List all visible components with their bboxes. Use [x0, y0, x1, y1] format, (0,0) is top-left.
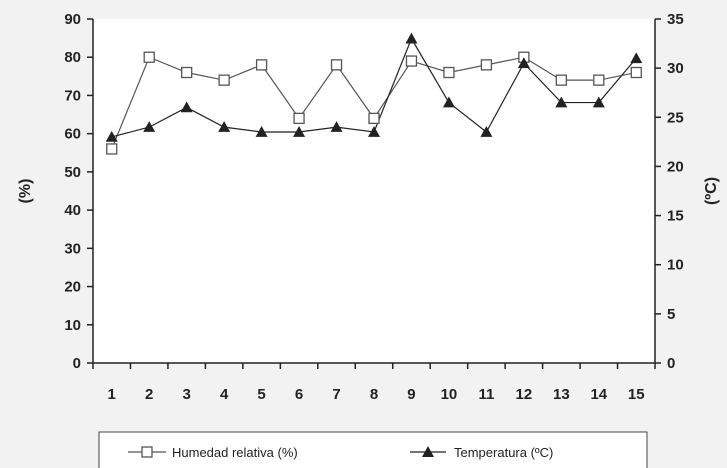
temperature-marker [517, 57, 530, 69]
y-axis-left-title: (%) [17, 179, 34, 204]
y-axis-right-title: (ºC) [703, 177, 720, 205]
legend-box [98, 431, 648, 468]
y-left-tick-label: 0 [73, 355, 81, 372]
x-tick-label: 10 [441, 386, 458, 403]
y-left-tick-label: 50 [64, 164, 81, 181]
x-tick-label: 13 [553, 386, 570, 403]
temperature-marker [592, 96, 605, 108]
x-tick-label: 12 [516, 386, 533, 403]
temperature-marker [555, 96, 568, 108]
y-right-tick-label: 0 [667, 355, 675, 372]
y-left-tick-label: 10 [64, 317, 81, 334]
x-tick-label: 7 [332, 386, 340, 403]
temperature-marker [218, 121, 231, 132]
y-left-tick-label: 20 [64, 279, 81, 296]
x-tick-label: 4 [220, 386, 229, 403]
humidity-marker [593, 74, 605, 86]
x-tick-label: 3 [182, 386, 190, 403]
y-left-tick-label: 80 [64, 49, 81, 66]
x-tick-label: 15 [628, 386, 645, 403]
temperature-marker [630, 52, 643, 64]
y-left-tick-label: 90 [64, 11, 81, 28]
humidity-marker [555, 74, 567, 86]
temperature-marker [330, 121, 343, 132]
temperature-marker [143, 121, 156, 132]
x-tick-label: 6 [295, 386, 303, 403]
y-right-tick-label: 10 [667, 257, 684, 274]
temperature-marker [405, 32, 418, 44]
temperature-marker [180, 101, 193, 113]
x-tick-label: 14 [590, 386, 607, 403]
legend-humidity-label: Humedad relativa (%) [172, 445, 298, 460]
markers-layer [105, 32, 643, 155]
x-tick-label: 1 [108, 386, 116, 403]
temperature-marker [480, 126, 493, 137]
temperature-marker [255, 126, 268, 137]
humidity-marker [255, 59, 268, 71]
humidity-marker [330, 59, 343, 71]
y-left-tick-label: 70 [64, 87, 81, 104]
x-tick-label: 8 [370, 386, 378, 403]
humidity-marker [143, 51, 155, 63]
y-right-tick-label: 15 [667, 208, 684, 225]
legend-humidity-marker [141, 446, 153, 458]
x-tick-label: 11 [478, 386, 494, 403]
y-right-tick-label: 25 [667, 109, 684, 126]
humidity-marker [405, 55, 418, 67]
y-left-tick-label: 40 [64, 202, 81, 219]
x-tick-label: 5 [257, 386, 265, 403]
axes-layer [87, 18, 661, 369]
humidity-marker [218, 74, 230, 86]
legend-temperature-marker [422, 446, 434, 457]
legend: Humedad relativa (%) Temperatura (ºC) [98, 431, 648, 468]
temperature-marker [105, 130, 118, 142]
humidity-marker [480, 59, 493, 71]
legend-temperature-label: Temperatura (ºC) [454, 445, 553, 460]
x-tick-label: 9 [407, 386, 415, 403]
plot-area [93, 19, 655, 363]
humidity-marker [106, 143, 118, 155]
y-left-tick-label: 60 [64, 126, 81, 143]
humidity-marker [443, 66, 455, 79]
y-left-tick-label: 30 [64, 240, 81, 257]
y-right-tick-label: 30 [667, 60, 684, 77]
humidity-marker [181, 66, 193, 79]
temperature-marker [442, 96, 455, 108]
y-right-tick-label: 5 [667, 306, 675, 323]
temperature-marker [293, 126, 306, 137]
y-right-tick-label: 20 [667, 158, 684, 175]
humidity-marker [293, 112, 305, 125]
humidity-marker [630, 66, 642, 79]
humidity-marker [368, 112, 380, 125]
temperature-marker [368, 126, 380, 137]
y-right-tick-label: 35 [667, 11, 684, 28]
x-tick-label: 2 [145, 386, 153, 403]
